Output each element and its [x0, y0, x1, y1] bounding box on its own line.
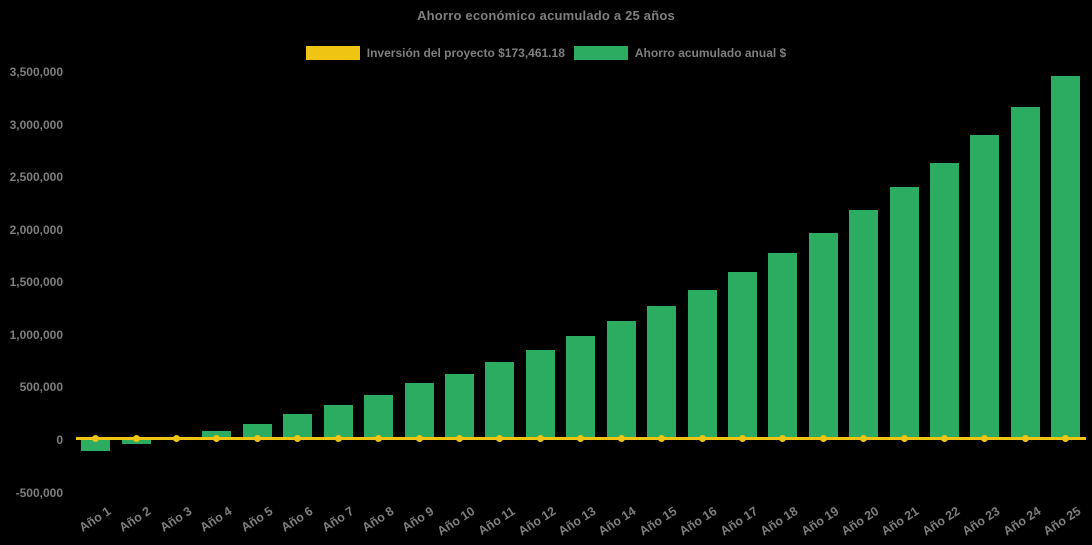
- investment-marker-year-19: [819, 435, 827, 442]
- x-tick-year-25: Año 25: [1040, 504, 1084, 539]
- x-tick-year-14: Año 14: [596, 504, 639, 539]
- x-tick-year-18: Año 18: [757, 504, 801, 539]
- bar-year-21[interactable]: [889, 186, 919, 440]
- x-tick-year-19: Año 19: [798, 504, 841, 539]
- investment-marker-year-2: [132, 435, 140, 442]
- x-tick-year-2: Año 2: [117, 504, 154, 535]
- x-tick-year-3: Año 3: [157, 504, 195, 535]
- x-tick-year-20: Año 20: [838, 504, 882, 539]
- y-tick--500,000: -500,000: [15, 485, 63, 500]
- bar-year-8[interactable]: [364, 395, 394, 440]
- bar-year-7[interactable]: [323, 405, 353, 440]
- investment-marker-year-1: [92, 435, 100, 442]
- legend-swatch-savings-icon: [573, 46, 628, 60]
- y-tick-2,000,000: 2,000,000: [9, 222, 63, 237]
- y-tick-500,000: 500,000: [19, 380, 63, 395]
- bar-year-16[interactable]: [687, 289, 717, 440]
- y-tick-1,000,000: 1,000,000: [9, 327, 63, 342]
- bar-year-25[interactable]: [1051, 75, 1081, 440]
- bar-year-5[interactable]: [242, 423, 272, 440]
- bar-year-13[interactable]: [566, 335, 596, 440]
- investment-marker-year-17: [738, 435, 746, 442]
- x-tick-year-11: Año 11: [475, 504, 518, 539]
- investment-marker-year-22: [941, 435, 949, 442]
- investment-marker-year-16: [698, 435, 706, 442]
- y-tick-0: 0: [56, 433, 63, 447]
- investment-marker-year-11: [496, 435, 504, 442]
- investment-marker-year-24: [1021, 435, 1029, 442]
- x-tick-year-10: Año 10: [434, 504, 478, 539]
- x-tick-year-24: Año 24: [1000, 504, 1043, 539]
- chart-title: Ahorro económico acumulado a 25 años: [417, 8, 675, 23]
- x-tick-year-16: Año 16: [677, 504, 720, 539]
- x-tick-year-23: Año 23: [959, 504, 1003, 539]
- investment-marker-year-3: [173, 435, 181, 442]
- investment-marker-year-5: [253, 435, 261, 442]
- y-tick-2,500,000: 2,500,000: [9, 170, 63, 185]
- legend: Inversión del proyecto $173,461.18 Ahorr…: [0, 46, 1092, 60]
- investment-marker-year-23: [981, 435, 989, 442]
- bar-year-22[interactable]: [930, 162, 960, 440]
- legend-label-investment: Inversión del proyecto $173,461.18: [366, 46, 565, 60]
- bar-year-20[interactable]: [849, 210, 879, 440]
- investment-marker-year-14: [617, 435, 625, 442]
- bar-year-1[interactable]: [81, 440, 111, 452]
- investment-marker-year-4: [213, 435, 221, 442]
- bar-year-19[interactable]: [808, 232, 838, 440]
- x-tick-year-6: Año 6: [278, 504, 316, 535]
- x-tick-year-4: Año 4: [197, 504, 235, 535]
- x-tick-year-9: Año 9: [399, 504, 437, 535]
- x-tick-year-12: Año 12: [515, 504, 558, 539]
- bar-year-9[interactable]: [404, 383, 434, 440]
- bar-year-14[interactable]: [606, 321, 636, 440]
- investment-marker-year-21: [900, 435, 908, 442]
- investment-marker-year-10: [455, 435, 463, 442]
- investment-marker-year-8: [375, 435, 383, 442]
- investment-marker-year-12: [536, 435, 544, 442]
- investment-marker-year-20: [860, 435, 868, 442]
- y-tick-3,500,000: 3,500,000: [9, 65, 63, 80]
- investment-marker-year-6: [294, 435, 302, 442]
- bar-year-17[interactable]: [727, 271, 757, 440]
- bar-year-18[interactable]: [768, 252, 798, 440]
- investment-marker-year-7: [334, 435, 342, 442]
- y-tick-1,500,000: 1,500,000: [9, 275, 63, 290]
- bar-year-23[interactable]: [970, 135, 1000, 440]
- legend-item-savings[interactable]: Ahorro acumulado anual $: [573, 46, 787, 60]
- x-tick-year-5: Año 5: [238, 504, 276, 535]
- investment-marker-year-15: [658, 435, 666, 442]
- x-tick-year-7: Año 7: [319, 504, 356, 535]
- bar-year-10[interactable]: [444, 373, 474, 440]
- legend-item-investment[interactable]: Inversión del proyecto $173,461.18: [305, 46, 565, 60]
- legend-label-savings: Ahorro acumulado anual $: [634, 46, 787, 60]
- legend-swatch-investment-icon: [305, 46, 360, 60]
- x-tick-year-21: Año 21: [879, 504, 922, 539]
- investment-marker-year-13: [577, 435, 585, 442]
- investment-marker-year-9: [415, 435, 423, 442]
- y-tick-3,000,000: 3,000,000: [9, 117, 63, 132]
- bar-year-12[interactable]: [525, 349, 555, 440]
- x-tick-year-22: Año 22: [919, 504, 963, 539]
- investment-marker-year-25: [1062, 435, 1070, 442]
- x-tick-year-8: Año 8: [359, 504, 397, 535]
- x-tick-year-17: Año 17: [717, 504, 761, 539]
- bar-year-15[interactable]: [647, 305, 677, 440]
- bar-year-11[interactable]: [485, 362, 515, 440]
- x-tick-year-13: Año 13: [555, 504, 599, 539]
- investment-marker-year-18: [779, 435, 787, 442]
- x-tick-year-15: Año 15: [636, 504, 680, 539]
- x-tick-year-1: Año 1: [76, 504, 114, 535]
- bar-year-24[interactable]: [1010, 106, 1040, 440]
